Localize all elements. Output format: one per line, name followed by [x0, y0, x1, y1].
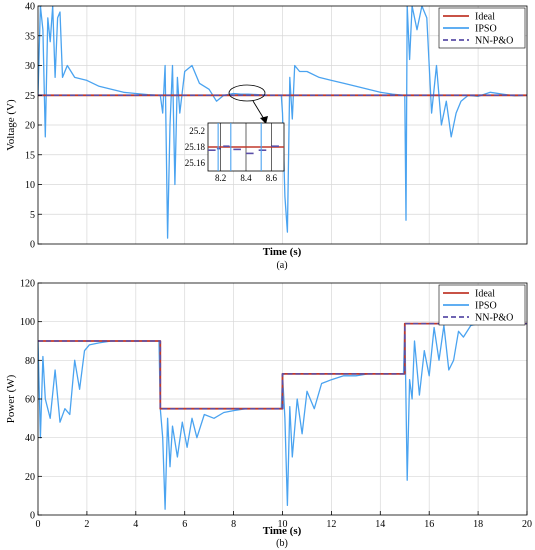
inset-y-tick-label: 25.2: [189, 126, 205, 136]
inset-y-tick-label: 25.18: [185, 142, 206, 152]
x-tick-label: 0: [36, 519, 41, 530]
voltage-chart: 0 5 10 15 20 25 30 35 40 25.16 25.18 25.2 8.2 8.4 8.6…: [5, 2, 528, 271]
voltage-y-label: Voltage (V): [5, 99, 17, 151]
x-tick-label: 18: [473, 519, 483, 530]
y-tick-label: 20: [25, 472, 35, 483]
y-tick-label: 15: [25, 150, 35, 161]
power-series: [38, 322, 527, 510]
y-tick-label: 0: [30, 511, 35, 522]
x-tick-label: 10: [278, 519, 288, 530]
series-line-nn-p-o: [38, 322, 527, 410]
y-tick-label: 60: [25, 395, 35, 406]
legend-label-ipso: IPSO: [475, 24, 497, 35]
zoom-arrow-head: [260, 116, 268, 124]
x-tick-label: 6: [182, 519, 187, 530]
x-tick-label: 16: [424, 519, 434, 530]
legend-label-nn-p-o: NN-P&O: [475, 36, 513, 47]
x-tick-label: 20: [522, 519, 532, 530]
zoom-ellipse: [228, 84, 266, 102]
y-tick-label: 120: [20, 279, 35, 290]
x-tick-label: 14: [375, 519, 385, 530]
x-tick-label: 12: [326, 519, 336, 530]
inset-ticks: 25.16 25.18 25.2 8.2 8.4 8.6: [185, 126, 278, 183]
y-tick-label: 40: [25, 2, 35, 13]
y-tick-label: 30: [25, 61, 35, 72]
power-y-label: Power (W): [5, 374, 17, 423]
y-tick-label: 40: [25, 433, 35, 444]
legend-label-ideal: Ideal: [475, 289, 495, 300]
legend-label-ideal: Ideal: [475, 12, 495, 23]
power-subplot-label: (b): [276, 538, 288, 549]
power-chart: 0 20 40 60 80 100 120 0 2 4 6 8 10 12 14 16 18 20 IdealI…: [5, 279, 532, 550]
power-y-ticks: 0 20 40 60 80 100 120: [20, 279, 42, 522]
y-tick-label: 0: [30, 240, 35, 251]
inset-series: [208, 123, 284, 171]
x-tick-label: 8: [231, 519, 236, 530]
voltage-y-ticks: 0 5 10 15 20 25 30 35 40: [25, 2, 42, 251]
inset-y-tick-label: 25.16: [185, 158, 206, 168]
voltage-x-label: Time (s): [263, 246, 302, 258]
inset-x-tick-label: 8.6: [266, 173, 278, 183]
inset-x-tick-label: 8.4: [240, 173, 252, 183]
zoom-arrow-line: [252, 100, 265, 120]
y-tick-label: 100: [20, 317, 35, 328]
voltage-inset: 25.16 25.18 25.2 8.2 8.4 8.6: [185, 84, 285, 183]
x-tick-label: 4: [133, 519, 138, 530]
y-tick-label: 20: [25, 121, 35, 132]
x-tick-label: 2: [84, 519, 89, 530]
inset-x-tick-label: 8.2: [215, 173, 226, 183]
voltage-subplot-label: (a): [276, 260, 287, 271]
y-tick-label: 10: [25, 180, 35, 191]
y-tick-label: 35: [25, 31, 35, 42]
power-x-ticks: 0 2 4 6 8 10 12 14 16 18 20: [36, 511, 532, 530]
legend-label-nn-p-o: NN-P&O: [475, 313, 513, 324]
legend-label-ipso: IPSO: [475, 301, 497, 312]
y-tick-label: 80: [25, 356, 35, 367]
y-tick-label: 5: [30, 210, 35, 221]
y-tick-label: 25: [25, 91, 35, 102]
power-x-label: Time (s): [263, 525, 302, 537]
